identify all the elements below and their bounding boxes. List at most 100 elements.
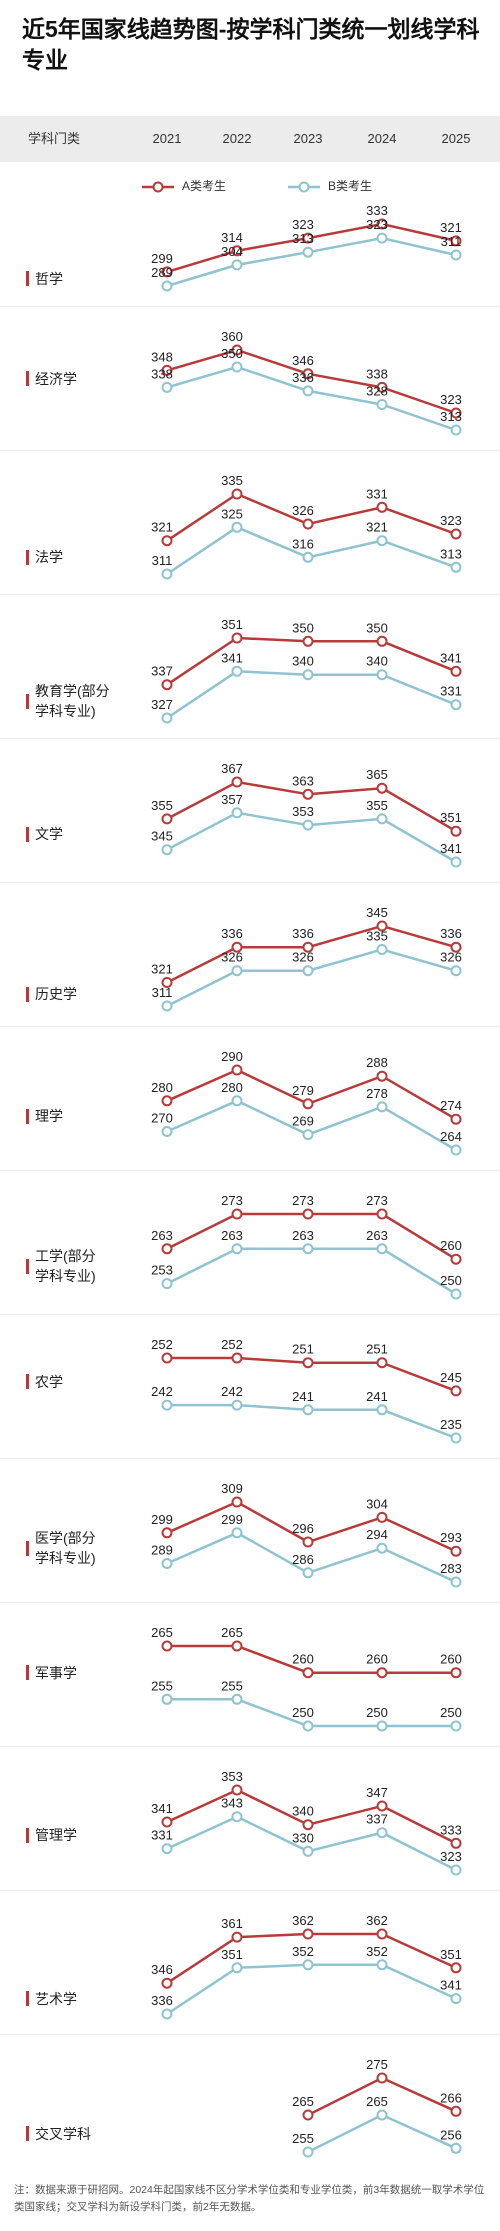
- data-label-a: 260: [366, 1652, 388, 1667]
- data-label-b: 325: [221, 506, 243, 521]
- data-label-b: 313: [440, 409, 462, 424]
- data-label-a: 336: [221, 926, 243, 941]
- data-label-b: 336: [151, 1993, 173, 2008]
- data-point-b: [450, 1144, 462, 1156]
- category-marker: [26, 1665, 29, 1681]
- data-point-a: [161, 1977, 173, 1989]
- legend-a-label: A类考生: [182, 179, 227, 193]
- data-point-a: [302, 1536, 314, 1548]
- data-point-a: [450, 235, 462, 247]
- row-plot: 321 335 326 331 323 311 325 316 321 313: [151, 473, 462, 580]
- row-plot: 348 360 346 338 323 338 350 336 328 313: [151, 329, 462, 436]
- data-point-a: [376, 1070, 388, 1082]
- data-label-a: 273: [292, 1193, 314, 1208]
- data-label-b: 355: [366, 798, 388, 813]
- data-label-a: 299: [151, 251, 173, 266]
- data-point-b: [302, 1567, 314, 1579]
- data-label-a: 336: [292, 926, 314, 941]
- data-point-b: [376, 944, 388, 955]
- data-point-b: [161, 1693, 173, 1705]
- chart-row: 工学(部分 学科专业) 263 273 273 273 260 253 263 263 263 25…: [0, 1170, 500, 1315]
- data-label-a: 252: [151, 1337, 173, 1352]
- data-point-a: [231, 1352, 243, 1364]
- data-point-a: [450, 528, 462, 540]
- data-label-a: 351: [440, 810, 462, 825]
- data-point-b: [161, 568, 173, 580]
- data-point-b: [376, 1720, 388, 1732]
- data-point-b: [376, 1959, 388, 1971]
- data-point-b: [376, 1542, 388, 1554]
- data-label-a: 290: [221, 1049, 243, 1064]
- data-label-a: 361: [221, 1916, 243, 1931]
- data-label-b: 345: [151, 829, 173, 844]
- data-label-b: 335: [366, 929, 388, 944]
- category-name: 法学: [35, 549, 63, 566]
- data-point-b: [376, 1404, 388, 1416]
- data-label-b: 283: [440, 1561, 462, 1576]
- data-point-b: [302, 1845, 314, 1857]
- data-label-a: 251: [292, 1342, 314, 1357]
- data-label-a: 335: [221, 473, 243, 488]
- data-label-b: 328: [366, 384, 388, 399]
- data-label-a: 309: [221, 1481, 243, 1496]
- data-point-b: [161, 1000, 173, 1012]
- data-point-b: [161, 844, 173, 856]
- data-label-b: 326: [221, 950, 243, 965]
- category-label: 交叉学科: [26, 2124, 146, 2144]
- data-point-a: [161, 679, 173, 691]
- data-label-a: 345: [366, 905, 388, 920]
- data-label-b: 263: [292, 1228, 314, 1243]
- chart-row: 历史学 321 336 336 345 336 311 326 326 335 326: [0, 882, 500, 1027]
- data-point-a: [450, 1545, 462, 1557]
- data-label-a: 321: [151, 520, 173, 535]
- row-plot: 280 290 279 288 274 270 280 269 278 264: [151, 1049, 462, 1156]
- data-point-a: [302, 941, 314, 953]
- data-point-a: [161, 1640, 173, 1652]
- data-point-a: [231, 776, 243, 788]
- year-header-2024: 2024: [367, 131, 397, 146]
- data-label-a: 360: [221, 329, 243, 344]
- category-label: 历史学: [26, 984, 146, 1004]
- data-label-b: 242: [221, 1384, 243, 1399]
- data-label-b: 250: [440, 1273, 462, 1288]
- data-label-a: 321: [440, 220, 462, 235]
- category-label: 文学: [26, 824, 146, 844]
- category-name: 艺术学: [35, 1990, 77, 2007]
- year-header-2022: 2022: [222, 131, 252, 146]
- row-plot: 299 309 296 304 293 289 299 286 294 283: [151, 1481, 462, 1588]
- category-label: 农学: [26, 1372, 146, 1392]
- data-point-b: [376, 535, 388, 547]
- year-header-2021: 2021: [152, 131, 182, 146]
- series-line-b: [307, 2113, 457, 2154]
- data-label-a: 367: [221, 761, 243, 776]
- category-marker: [26, 826, 29, 842]
- data-label-a: 340: [292, 1804, 314, 1819]
- category-label: 理学: [26, 1106, 146, 1126]
- data-label-a: 266: [440, 2090, 462, 2105]
- data-label-b: 278: [366, 1086, 388, 1101]
- data-point-a: [376, 920, 388, 932]
- data-point-b: [231, 1095, 243, 1107]
- data-point-a: [450, 665, 462, 677]
- data-label-a: 273: [366, 1193, 388, 1208]
- data-label-a: 351: [440, 1947, 462, 1962]
- row-plot: 252 252 251 251 245 242 242 241 241 235: [151, 1337, 462, 1444]
- data-point-b: [450, 1576, 462, 1588]
- category-name: 历史学: [35, 986, 77, 1003]
- data-point-b: [450, 561, 462, 573]
- data-label-a: 348: [151, 349, 173, 364]
- data-label-b: 353: [292, 804, 314, 819]
- data-point-a: [161, 977, 173, 988]
- data-point-b: [161, 280, 173, 292]
- data-label-a: 333: [440, 1822, 462, 1837]
- category-marker: [26, 1991, 29, 2007]
- data-label-a: 265: [292, 2094, 314, 2109]
- data-label-b: 255: [151, 1678, 173, 1693]
- data-point-a: [450, 2105, 462, 2117]
- data-point-b: [302, 1959, 314, 1971]
- category-label: 医学(部分 学科专业): [26, 1528, 146, 1568]
- data-label-b: 253: [151, 1263, 173, 1278]
- data-label-b: 343: [221, 1796, 243, 1811]
- data-label-a: 245: [440, 1370, 462, 1385]
- category-marker: [26, 1540, 29, 1556]
